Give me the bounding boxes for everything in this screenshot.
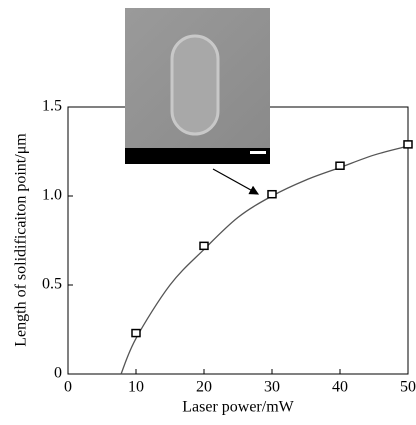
x-axis-label: Laser power/mW	[182, 399, 294, 416]
fit-curve	[120, 145, 409, 375]
x-tick-label: 0	[64, 379, 72, 396]
x-tick-label: 20	[196, 379, 212, 396]
data-point	[403, 140, 413, 149]
inset-image	[125, 8, 270, 164]
data-point	[335, 161, 345, 170]
x-tick-label: 40	[332, 379, 348, 396]
data-point	[199, 241, 209, 251]
y-tick-label: 1.5	[42, 98, 62, 115]
data-point	[267, 189, 277, 199]
x-tick-label: 30	[264, 379, 280, 396]
x-tick-label: 50	[400, 379, 416, 396]
y-axis-label: Length of solidificaiton point/μm	[13, 133, 30, 347]
data-point	[131, 328, 141, 338]
y-tick-label: 0.5	[42, 276, 62, 293]
y-tick-label: 1.0	[42, 187, 62, 204]
y-tick-label: 0	[54, 365, 62, 382]
arrow	[212, 168, 260, 195]
x-tick-label: 10	[128, 379, 144, 396]
